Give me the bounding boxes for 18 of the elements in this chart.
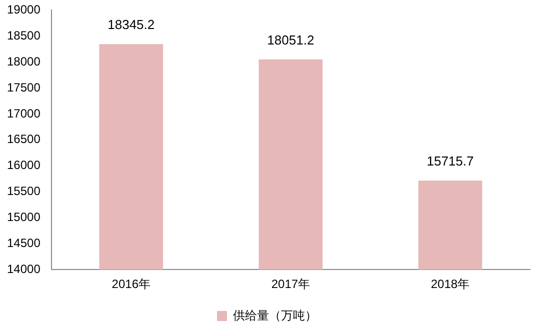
- y-tick-label: 17000: [6, 106, 41, 120]
- y-tick-label: 14500: [6, 236, 41, 250]
- y-tick-label: 18000: [6, 54, 41, 68]
- data-label: 18345.2: [108, 17, 155, 32]
- data-label: 18051.2: [267, 32, 314, 48]
- y-tick-label: 15500: [6, 184, 41, 198]
- x-tick-label: 2017年: [271, 277, 310, 292]
- y-tick-label: 16500: [6, 132, 41, 146]
- data-label: 15715.7: [426, 154, 474, 169]
- y-tick-label: 16000: [6, 158, 41, 172]
- y-tick-label: 17500: [6, 80, 41, 94]
- x-tick-label: 2016年: [112, 277, 150, 292]
- y-tick-label: 15000: [6, 210, 41, 224]
- x-tick-label: 2018年: [430, 277, 470, 292]
- legend-label: 供给量（万吨）: [233, 308, 317, 322]
- y-tick-label: 14000: [6, 262, 41, 276]
- y-tick-label: 19000: [6, 2, 41, 17]
- y-tick-label: 18500: [6, 28, 41, 42]
